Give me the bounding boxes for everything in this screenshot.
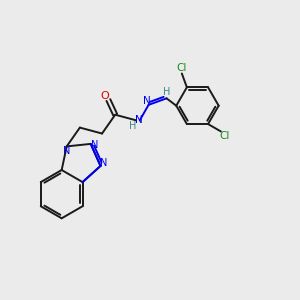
Text: Cl: Cl [219, 131, 230, 141]
Text: N: N [63, 146, 70, 155]
Text: H: H [129, 121, 136, 131]
Text: H: H [163, 87, 170, 98]
Text: Cl: Cl [177, 63, 187, 73]
Text: N: N [100, 158, 107, 168]
Text: N: N [135, 115, 143, 125]
Text: N: N [91, 140, 98, 150]
Text: N: N [143, 96, 151, 106]
Text: O: O [100, 91, 109, 101]
